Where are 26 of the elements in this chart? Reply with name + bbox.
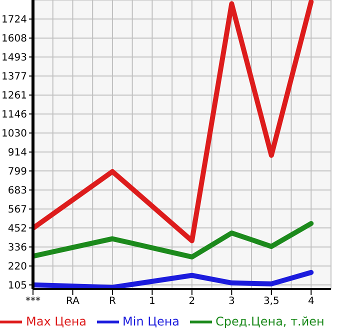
legend-label: Max Цена xyxy=(26,314,87,328)
y-tick-label: 452 xyxy=(8,223,27,234)
y-tick-label: 1493 xyxy=(2,52,27,64)
y-tick-label: 914 xyxy=(8,148,27,159)
y-tick-label: 336 xyxy=(8,242,27,254)
x-tick-label: 1 xyxy=(149,296,156,308)
x-tick-label: R xyxy=(108,296,116,308)
y-tick-label: 105 xyxy=(8,280,27,292)
y-tick-label: 567 xyxy=(8,204,27,216)
y-tick-label: 1261 xyxy=(2,90,27,102)
x-tick-label: 2 xyxy=(188,296,196,308)
y-tick-label: 220 xyxy=(8,262,27,273)
legend-label: Сред.Цена, т.йен xyxy=(216,314,324,328)
legend-label: Min Цена xyxy=(122,314,180,328)
x-tick-label: RA xyxy=(66,296,80,308)
y-tick-label: 1146 xyxy=(2,110,27,121)
x-tick-label: 4 xyxy=(308,296,314,308)
y-tick-label: 1030 xyxy=(2,128,27,140)
y-tick-label: 1608 xyxy=(2,34,27,45)
y-tick-label: 1724 xyxy=(2,14,27,26)
y-tick-label: 1377 xyxy=(2,72,27,83)
x-tick-label: *** xyxy=(26,296,40,308)
x-tick-label: 3,5 xyxy=(263,296,280,308)
x-tick-label: 3 xyxy=(228,296,235,308)
y-tick-label: 683 xyxy=(8,186,27,197)
y-tick-label: 799 xyxy=(8,166,27,178)
